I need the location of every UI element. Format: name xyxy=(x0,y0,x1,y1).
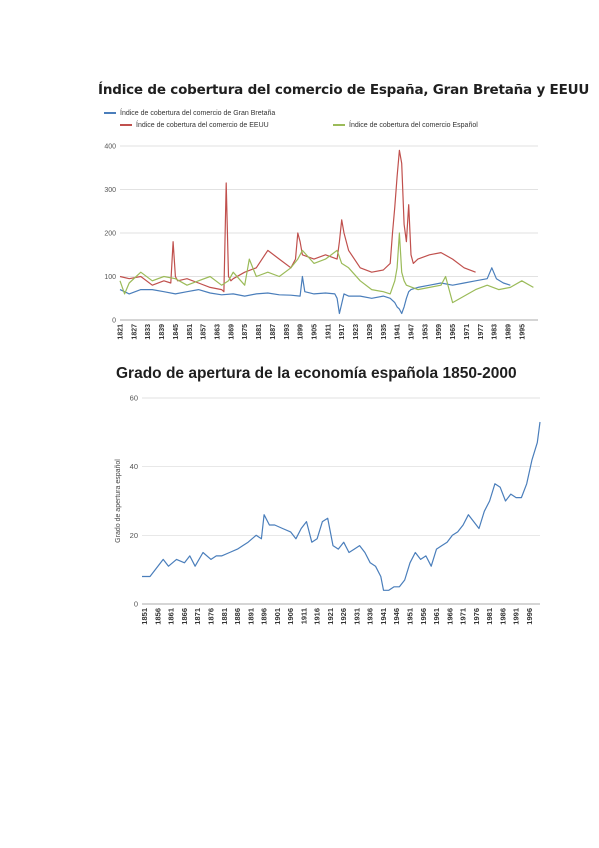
y-tick-label: 0 xyxy=(112,318,116,325)
x-tick-label: 1833 xyxy=(145,324,152,340)
x-tick-label: 1989 xyxy=(505,324,512,340)
x-tick-label: 1821 xyxy=(118,324,125,340)
x-tick-label: 1871 xyxy=(193,608,202,625)
x-tick-label: 1917 xyxy=(339,324,346,340)
x-tick-label: 1926 xyxy=(339,608,348,625)
x-tick-label: 1936 xyxy=(366,608,375,625)
legend-label: Índice de cobertura del comercio de Gran… xyxy=(120,110,276,117)
x-tick-label: 1946 xyxy=(392,608,401,625)
series-line-3 xyxy=(119,232,534,304)
openness-chart: Grado de apertura de la economía español… xyxy=(90,365,550,655)
x-tick-label: 1951 xyxy=(405,608,414,625)
x-tick-label: 1995 xyxy=(519,324,526,340)
series-line-2 xyxy=(119,149,476,293)
x-tick-label: 1875 xyxy=(242,324,249,340)
x-tick-label: 1886 xyxy=(233,608,242,625)
x-tick-label: 1881 xyxy=(256,324,263,340)
x-tick-label: 1911 xyxy=(325,324,332,339)
x-tick-label: 1893 xyxy=(284,324,291,340)
x-tick-label: 1961 xyxy=(432,608,441,625)
x-tick-label: 1977 xyxy=(478,324,485,340)
y-tick-label: 100 xyxy=(104,274,116,281)
legend-item: Índice de cobertura del comercio de EEUU xyxy=(120,122,269,129)
openness-plot: 0 20 40 60 1851 1856 1861 1866 1871 1876 1881 1886 1… xyxy=(115,394,541,625)
x-tick-label: 1891 xyxy=(246,608,255,625)
legend-swatch xyxy=(120,124,132,127)
x-tick-label: 1966 xyxy=(445,608,454,625)
legend-swatch xyxy=(333,124,345,127)
x-tick-label: 1899 xyxy=(298,324,305,340)
x-tick-label: 1965 xyxy=(450,324,457,340)
x-tick-label: 1941 xyxy=(395,324,402,340)
y-tick-label: 20 xyxy=(130,531,138,540)
x-tick-label: 1851 xyxy=(187,324,194,340)
x-tick-label: 1931 xyxy=(352,608,361,625)
legend-item: Índice de cobertura del comercio de Gran… xyxy=(104,110,275,117)
x-tick-label: 1906 xyxy=(286,608,295,625)
x-tick-label: 1857 xyxy=(201,324,208,340)
x-tick-label: 1991 xyxy=(512,608,521,625)
x-tick-label: 1851 xyxy=(140,608,149,625)
trade-coverage-plot: 0 100 200 300 400 1821 1827 1833 1839 1845 1851 185… xyxy=(104,144,538,340)
y-tick-label: 40 xyxy=(130,462,138,471)
x-tick-label: 1876 xyxy=(206,608,215,625)
x-tick-label: 1941 xyxy=(379,608,388,625)
trade-coverage-chart: Índice de cobertura del comercio de Espa… xyxy=(90,80,589,365)
x-tick-label: 1971 xyxy=(464,324,471,340)
legend-swatch xyxy=(104,112,116,115)
y-axis-label: Grado de apertura español xyxy=(115,459,122,543)
x-tick-label: 1976 xyxy=(472,608,481,625)
x-tick-label: 1839 xyxy=(159,324,166,340)
x-tick-label: 1845 xyxy=(173,324,180,340)
x-tick-label: 1929 xyxy=(367,324,374,340)
x-tick-label: 1856 xyxy=(153,608,162,625)
x-tick-label: 1923 xyxy=(353,324,360,340)
x-tick-label: 1887 xyxy=(270,324,277,340)
x-tick-label: 1896 xyxy=(260,608,269,625)
x-tick-label: 1981 xyxy=(485,608,494,625)
x-tick-label: 1959 xyxy=(436,324,443,340)
x-tick-label: 1935 xyxy=(381,324,388,340)
x-tick-label: 1986 xyxy=(498,608,507,625)
y-tick-label: 300 xyxy=(104,187,116,194)
x-tick-label: 1983 xyxy=(492,324,499,340)
y-tick-label: 60 xyxy=(130,394,138,403)
x-tick-label: 1996 xyxy=(525,608,534,625)
x-tick-label: 1947 xyxy=(408,324,415,340)
x-tick-label: 1866 xyxy=(180,608,189,625)
x-tick-label: 1905 xyxy=(311,324,318,340)
x-tick-label: 1869 xyxy=(228,324,235,340)
x-tick-label: 1953 xyxy=(422,324,429,340)
legend-label: Índice de cobertura del comercio Español xyxy=(349,122,478,129)
x-tick-label: 1861 xyxy=(167,608,176,625)
y-tick-label: 200 xyxy=(104,231,116,238)
x-tick-label: 1881 xyxy=(220,608,229,625)
x-tick-label: 1916 xyxy=(313,608,322,625)
x-tick-label: 1921 xyxy=(326,608,335,625)
x-tick-label: 1956 xyxy=(419,608,428,625)
legend-label: Índice de cobertura del comercio de EEUU xyxy=(136,122,269,129)
x-tick-label: 1863 xyxy=(214,324,221,340)
chart-title: Grado de apertura de la economía español… xyxy=(116,365,517,382)
y-tick-label: 0 xyxy=(134,600,138,609)
x-tick-label: 1901 xyxy=(273,608,282,625)
x-tick-label: 1827 xyxy=(131,324,138,340)
legend-item: Índice de cobertura del comercio Español xyxy=(333,122,478,129)
series-line-1 xyxy=(142,421,541,591)
series-line-1 xyxy=(119,267,511,315)
y-tick-label: 400 xyxy=(104,144,116,151)
chart-title: Índice de cobertura del comercio de Espa… xyxy=(98,82,590,98)
x-tick-label: 1971 xyxy=(459,608,468,625)
x-tick-label: 1911 xyxy=(299,608,308,624)
